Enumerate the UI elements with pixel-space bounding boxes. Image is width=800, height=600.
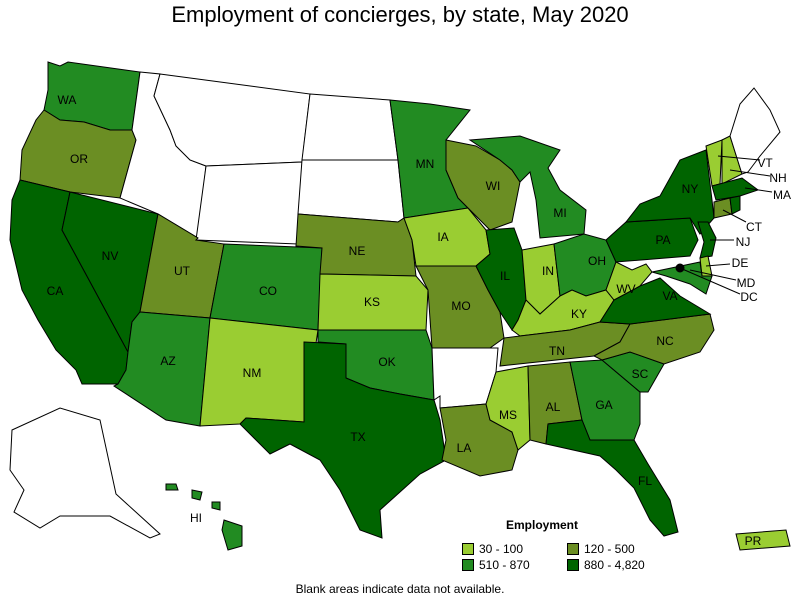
legend-items: 30 - 100 120 - 500 510 - 870 880 - 4,820 — [462, 542, 645, 572]
state-ri — [729, 195, 741, 215]
state-label-tx: TX — [350, 430, 365, 444]
state-nc — [592, 313, 715, 365]
leader-line-dc — [679, 267, 741, 295]
state-label-ky: KY — [571, 307, 587, 321]
legend: Employment 30 - 100 120 - 500 510 - 870 … — [462, 518, 645, 572]
state-hi — [165, 483, 243, 551]
state-label-ny: NY — [682, 182, 699, 196]
state-label-al: AL — [546, 400, 561, 414]
state-nj — [697, 221, 717, 259]
state-label-nj: NJ — [736, 235, 751, 249]
legend-item-510-870: 510 - 870 — [462, 558, 567, 572]
state-label-nm: NM — [243, 366, 262, 380]
state-label-in: IN — [542, 264, 554, 278]
legend-title: Employment — [505, 518, 578, 532]
footnote: Blank areas indicate data not available. — [295, 582, 505, 596]
legend-label: 120 - 500 — [584, 542, 635, 556]
state-label-wv: WV — [616, 282, 635, 296]
legend-item-30-100: 30 - 100 — [462, 542, 567, 556]
state-tx — [239, 341, 447, 539]
state-label-ok: OK — [378, 355, 395, 369]
legend-label: 30 - 100 — [479, 542, 524, 556]
legend-label: 880 - 4,820 — [584, 558, 645, 572]
leader-line-nh — [729, 169, 771, 177]
state-mi — [468, 135, 587, 239]
state-wy — [195, 161, 303, 245]
state-label-dc: DC — [740, 290, 758, 304]
state-label-mo: MO — [451, 299, 470, 313]
state-pa — [605, 217, 699, 263]
state-label-nv: NV — [102, 249, 119, 263]
legend-label: 510 - 870 — [479, 558, 530, 572]
legend-item-120-500: 120 - 500 — [567, 542, 667, 556]
state-label-nc: NC — [656, 334, 674, 348]
state-label-ga: GA — [595, 398, 612, 412]
map-title: Employment of concierges, by state, May … — [171, 2, 629, 27]
state-nd — [301, 93, 399, 161]
state-label-la: LA — [457, 441, 472, 455]
state-label-ct: CT — [746, 220, 763, 234]
state-md — [651, 261, 713, 295]
state-label-vt: VT — [757, 156, 773, 170]
state-wv — [605, 261, 653, 301]
labels-layer: WA OR CA NV UT AZ CO NM NE KS OK TX MN IA MO LA WI IL MI IN… — [47, 93, 791, 548]
leader-line-vt — [717, 155, 761, 161]
leader-line-ct — [722, 209, 747, 223]
legend-swatch — [462, 559, 474, 571]
state-label-az: AZ — [160, 354, 175, 368]
state-label-nh: NH — [769, 171, 786, 185]
state-label-mn: MN — [416, 157, 435, 171]
legend-swatch — [462, 543, 474, 555]
state-label-il: IL — [500, 269, 510, 283]
state-wi — [445, 139, 521, 231]
state-ks — [317, 273, 429, 331]
leader-lines — [679, 155, 773, 295]
state-label-co: CO — [259, 284, 277, 298]
state-label-wi: WI — [486, 179, 501, 193]
state-sd — [297, 159, 405, 223]
legend-item-880-4820: 880 - 4,820 — [567, 558, 667, 572]
state-label-ne: NE — [349, 244, 366, 258]
state-label-pa: PA — [655, 233, 670, 247]
state-label-sc: SC — [632, 367, 649, 381]
state-label-tn: TN — [549, 344, 565, 358]
states-layer — [9, 61, 791, 551]
state-label-de: DE — [732, 256, 749, 270]
state-label-ks: KS — [364, 295, 380, 309]
leader-line-ma — [744, 187, 773, 193]
state-label-oh: OH — [588, 254, 606, 268]
state-label-ia: IA — [437, 230, 448, 244]
state-fl — [545, 419, 679, 537]
legend-swatch — [567, 543, 579, 555]
state-label-pr: PR — [745, 534, 762, 548]
leader-line-de — [705, 263, 731, 267]
state-ny — [624, 149, 715, 235]
state-label-ca: CA — [47, 284, 64, 298]
leader-line-md — [689, 269, 737, 281]
state-label-ut: UT — [174, 264, 191, 278]
state-ma — [711, 177, 760, 201]
state-label-va: VA — [662, 289, 677, 303]
state-label-hi: HI — [190, 511, 202, 525]
state-ct — [713, 197, 733, 219]
state-label-ma: MA — [773, 188, 791, 202]
legend-swatch — [567, 559, 579, 571]
state-label-fl: FL — [638, 474, 652, 488]
state-label-mi: MI — [553, 206, 566, 220]
state-label-wa: WA — [58, 93, 77, 107]
state-label-md: MD — [737, 276, 756, 290]
state-label-or: OR — [70, 152, 88, 166]
state-label-ms: MS — [499, 408, 517, 422]
state-ak — [9, 407, 161, 539]
state-me — [729, 87, 781, 175]
state-pr — [735, 529, 791, 551]
